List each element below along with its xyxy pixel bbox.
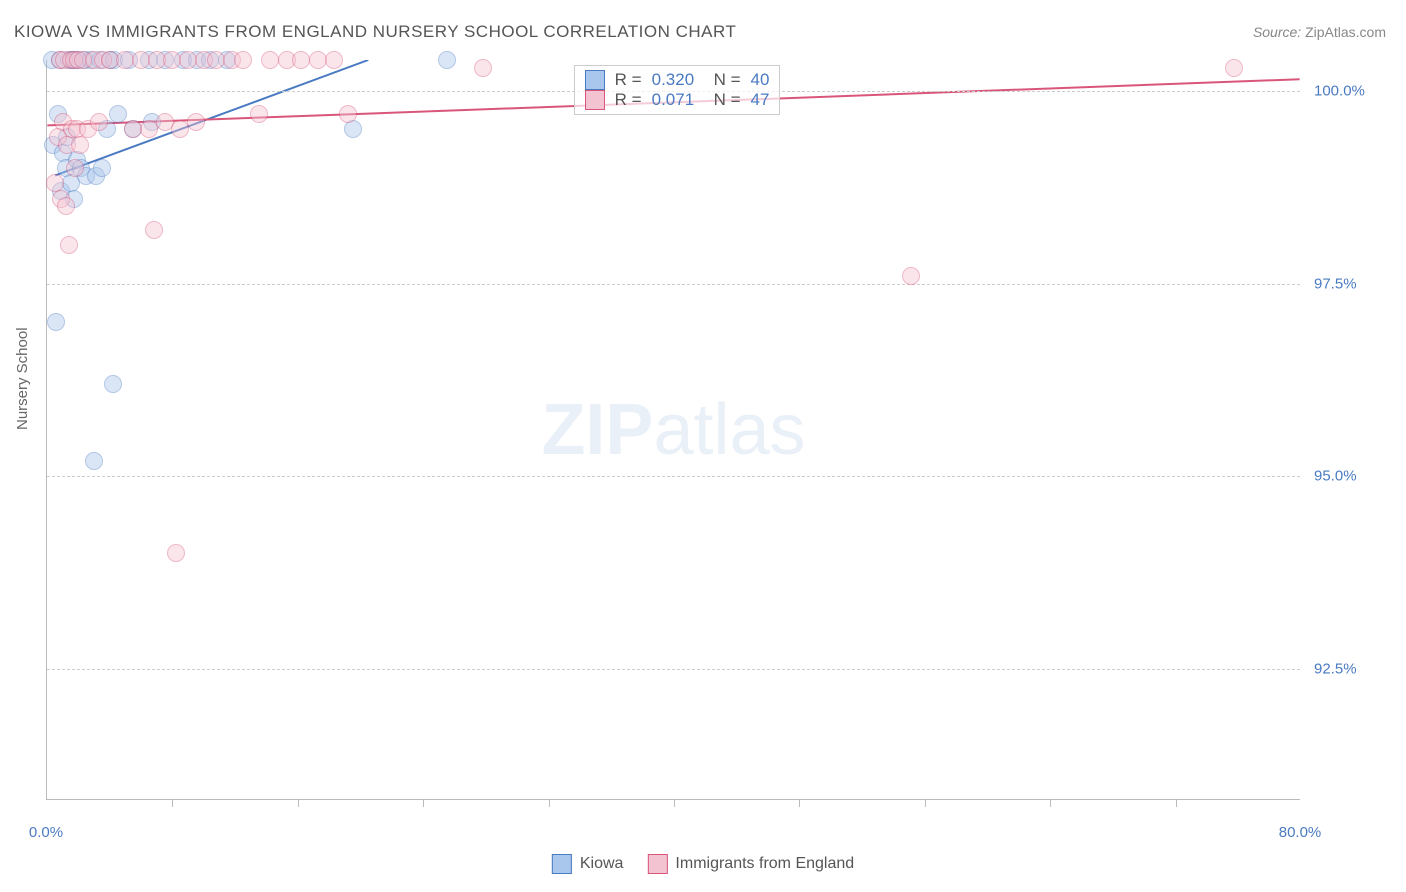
scatter-marker xyxy=(474,59,492,77)
scatter-marker xyxy=(109,105,127,123)
n-label: N = xyxy=(704,70,740,90)
scatter-marker xyxy=(438,51,456,69)
legend: Kiowa Immigrants from England xyxy=(552,854,854,874)
gridline xyxy=(47,284,1300,285)
x-tick xyxy=(1050,799,1051,807)
x-tick-label: 80.0% xyxy=(1279,824,1322,841)
x-tick xyxy=(423,799,424,807)
scatter-marker xyxy=(66,159,84,177)
stats-row: R = 0.320 N = 40 xyxy=(585,70,770,90)
scatter-marker xyxy=(71,136,89,154)
n-label: N = xyxy=(704,90,740,110)
chart-container: KIOWA VS IMMIGRANTS FROM ENGLAND NURSERY… xyxy=(0,0,1406,892)
chart-title: KIOWA VS IMMIGRANTS FROM ENGLAND NURSERY… xyxy=(14,22,736,42)
scatter-marker xyxy=(250,105,268,123)
source-credit: Source: ZipAtlas.com xyxy=(1253,24,1386,40)
scatter-marker xyxy=(234,51,252,69)
watermark: ZIPatlas xyxy=(541,389,805,471)
scatter-marker xyxy=(57,197,75,215)
x-tick xyxy=(172,799,173,807)
legend-swatch xyxy=(647,854,667,874)
scatter-marker xyxy=(85,452,103,470)
scatter-marker xyxy=(292,51,310,69)
n-value: 40 xyxy=(751,70,770,90)
x-tick-label: 0.0% xyxy=(29,824,63,841)
y-tick-label: 95.0% xyxy=(1314,468,1357,485)
y-tick-label: 97.5% xyxy=(1314,275,1357,292)
gridline xyxy=(47,669,1300,670)
scatter-marker xyxy=(339,105,357,123)
legend-swatch xyxy=(552,854,572,874)
x-tick xyxy=(298,799,299,807)
legend-item: Kiowa xyxy=(552,854,624,874)
x-tick xyxy=(549,799,550,807)
r-value: 0.320 xyxy=(652,70,695,90)
scatter-marker xyxy=(60,236,78,254)
plot-area: ZIPatlas R = 0.320 N = 40 R = 0.071 N = 47 xyxy=(46,60,1300,800)
n-value: 47 xyxy=(751,90,770,110)
gridline xyxy=(47,476,1300,477)
scatter-marker xyxy=(47,313,65,331)
r-label: R = xyxy=(615,90,642,110)
scatter-marker xyxy=(145,221,163,239)
scatter-marker xyxy=(325,51,343,69)
r-label: R = xyxy=(615,70,642,90)
scatter-marker xyxy=(902,267,920,285)
x-tick xyxy=(925,799,926,807)
scatter-marker xyxy=(167,544,185,562)
x-tick xyxy=(799,799,800,807)
scatter-marker xyxy=(93,159,111,177)
scatter-marker xyxy=(104,375,122,393)
stats-box: R = 0.320 N = 40 R = 0.071 N = 47 xyxy=(574,65,781,115)
watermark-light: atlas xyxy=(653,390,805,470)
series-swatch xyxy=(585,70,605,90)
watermark-bold: ZIP xyxy=(541,390,653,470)
x-tick xyxy=(1176,799,1177,807)
series-swatch xyxy=(585,90,605,110)
legend-label: Kiowa xyxy=(580,855,624,873)
legend-label: Immigrants from England xyxy=(675,855,854,873)
r-value: 0.071 xyxy=(652,90,695,110)
y-tick-label: 92.5% xyxy=(1314,660,1357,677)
source-label: Source: xyxy=(1253,24,1301,40)
x-tick xyxy=(674,799,675,807)
scatter-marker xyxy=(344,120,362,138)
y-axis-title: Nursery School xyxy=(14,327,31,430)
trend-lines-svg xyxy=(47,60,1300,799)
legend-item: Immigrants from England xyxy=(647,854,854,874)
scatter-marker xyxy=(90,113,108,131)
y-tick-label: 100.0% xyxy=(1314,82,1365,99)
scatter-marker xyxy=(261,51,279,69)
stats-row: R = 0.071 N = 47 xyxy=(585,90,770,110)
scatter-marker xyxy=(1225,59,1243,77)
scatter-marker xyxy=(187,113,205,131)
source-value: ZipAtlas.com xyxy=(1305,24,1386,40)
